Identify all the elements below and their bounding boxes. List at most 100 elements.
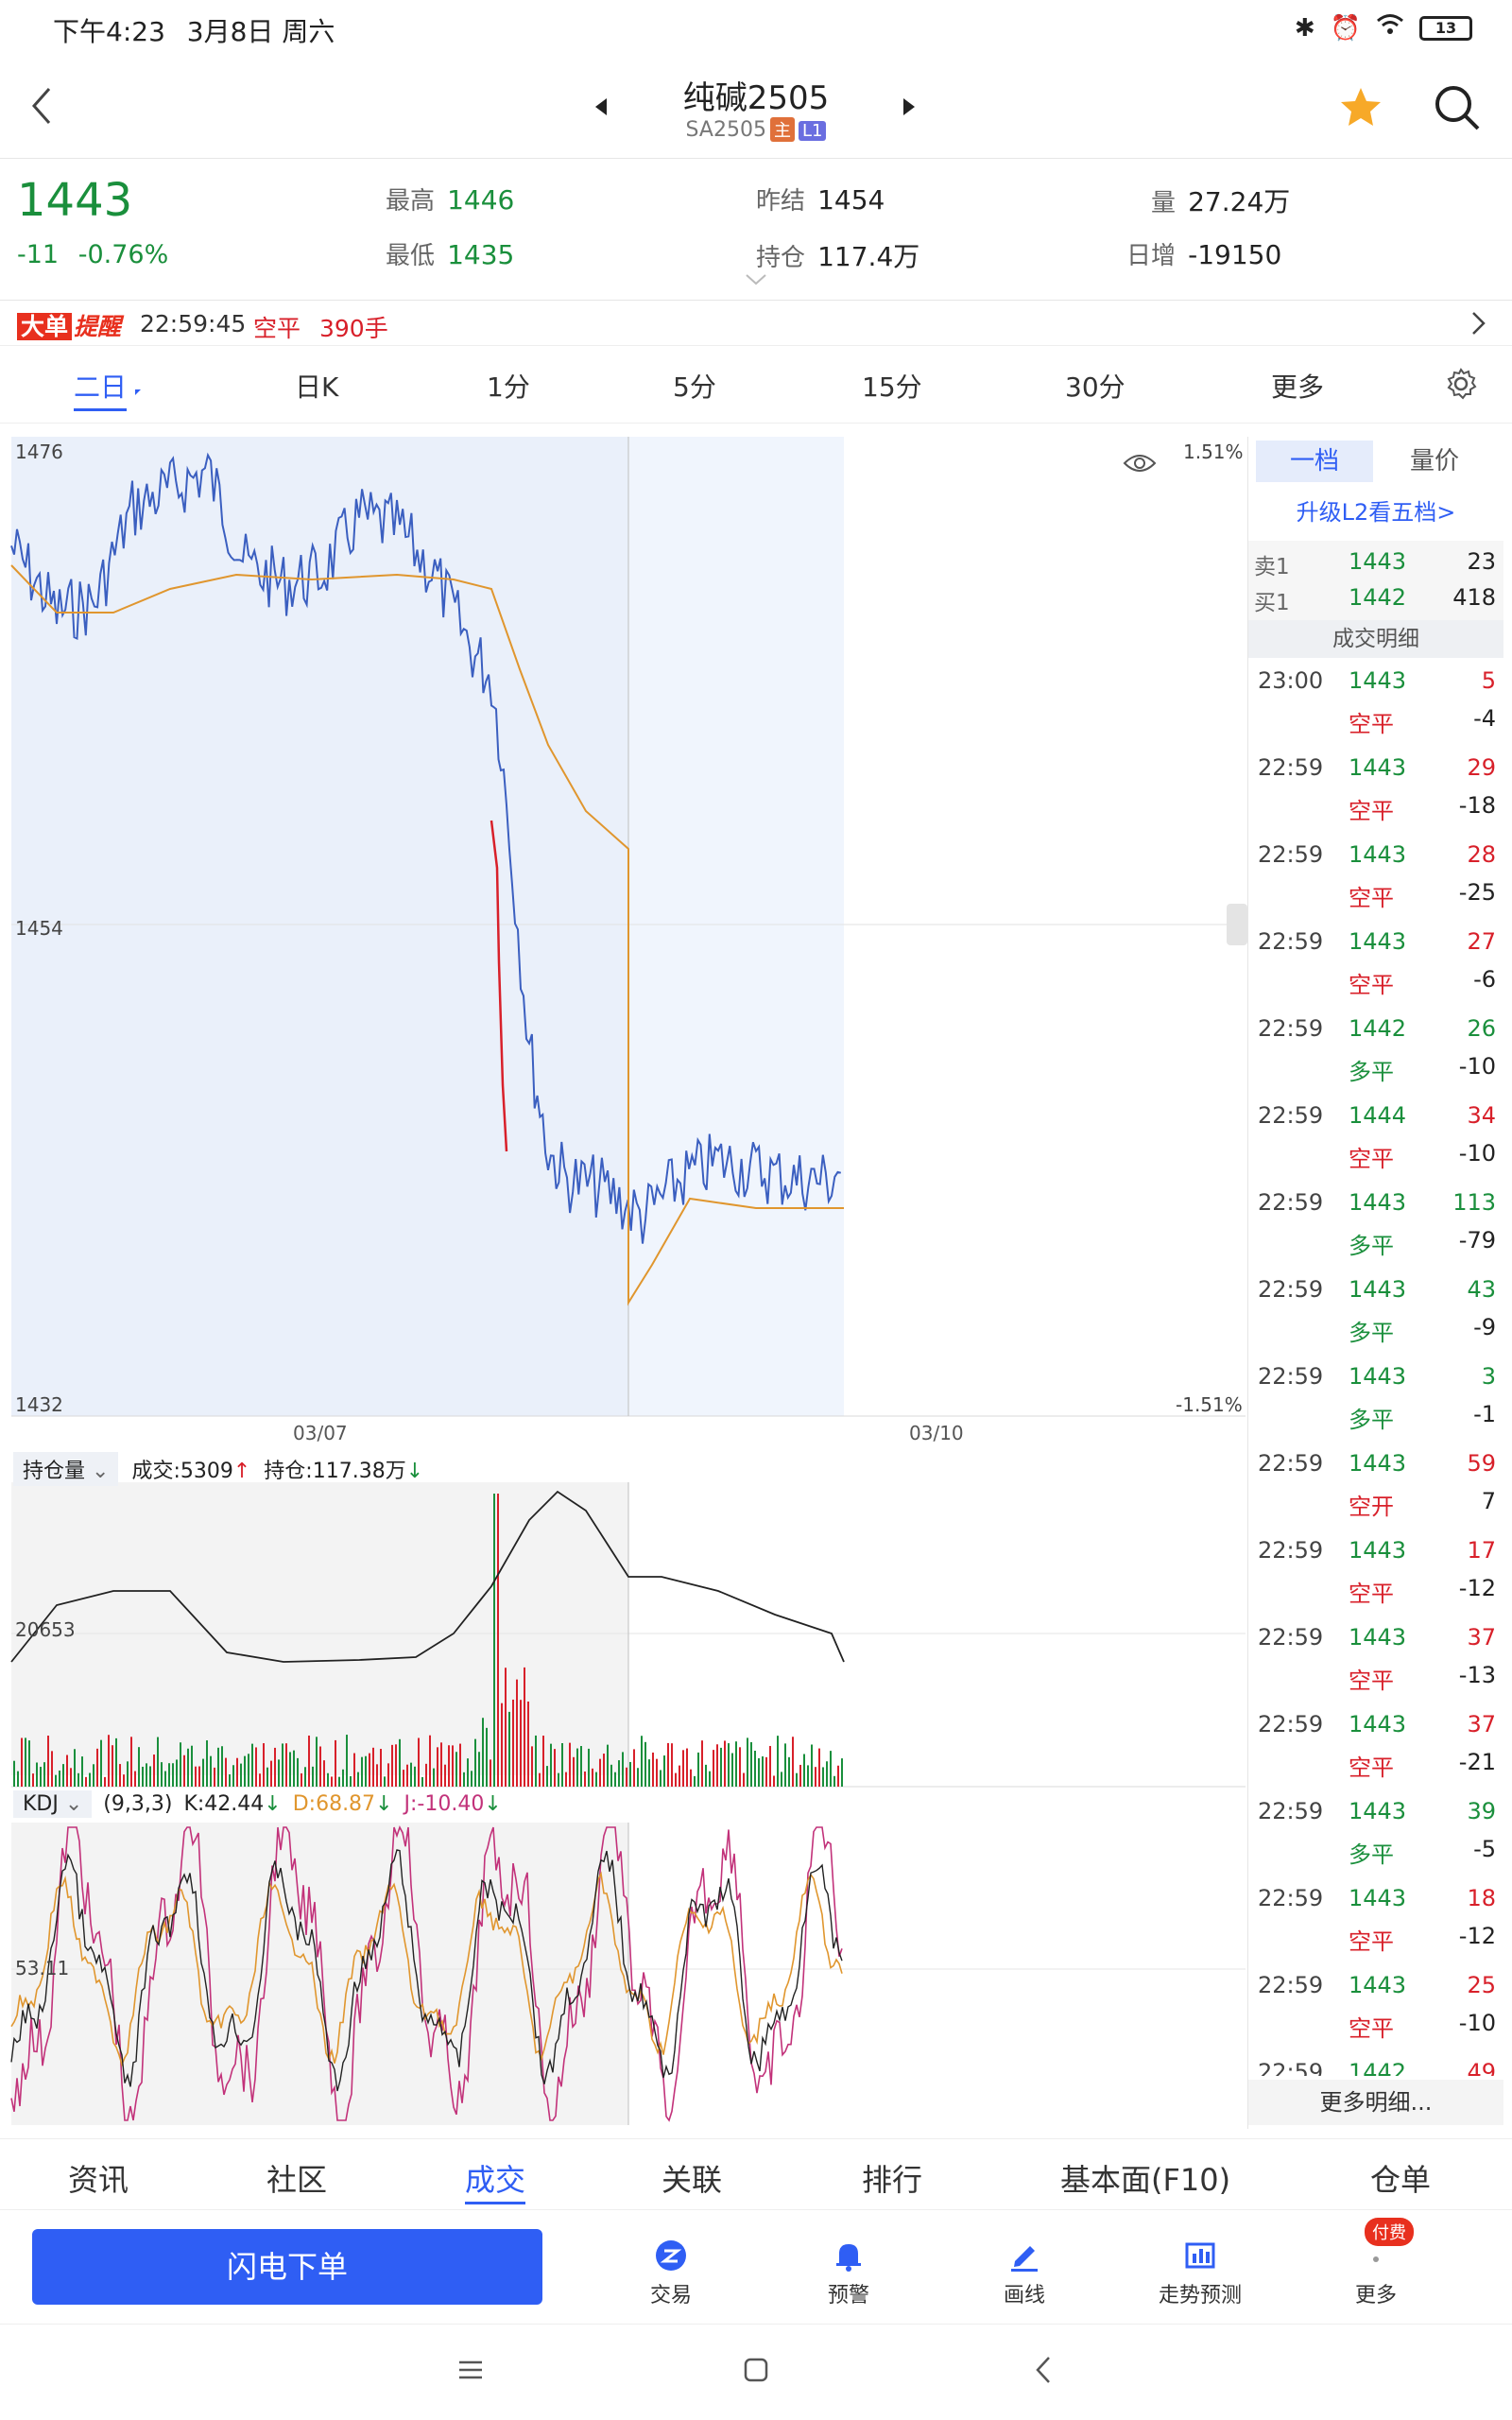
volume-bar	[270, 1760, 272, 1787]
chart-area[interactable]: 1476 1.51% 1454 1432 -1.51% 03/07 03/10 …	[0, 433, 1247, 2125]
volume-bar	[361, 1756, 363, 1787]
volume-bar	[705, 1764, 707, 1787]
trade-button[interactable]: 交易	[614, 2238, 728, 2308]
chart-settings-button[interactable]	[1444, 367, 1478, 405]
oi-selector[interactable]: 持仓量 ⌄	[13, 1452, 119, 1486]
volume-bar	[93, 1764, 94, 1787]
trade-list[interactable]: 23:00 1443 5 空平 -4 22:59 1443 29 空平 -18 22:59 1443 2…	[1248, 658, 1503, 2076]
tab-warehouse[interactable]: 仓单	[1370, 2162, 1432, 2198]
trade-time: 22:59	[1258, 1972, 1324, 1998]
draw-button[interactable]: 画线	[968, 2238, 1081, 2308]
volume-bar	[66, 1754, 68, 1787]
tab-level1[interactable]: 一档	[1256, 441, 1373, 482]
volume-bar	[731, 1753, 733, 1787]
volume-bar	[43, 1762, 45, 1787]
trade-type: 多平	[1349, 1841, 1394, 1868]
more-details-button[interactable]: 更多明细...	[1248, 2080, 1503, 2125]
kdj-selector[interactable]: KDJ ⌄	[13, 1790, 93, 1818]
volume-bar	[172, 1763, 174, 1787]
tab-trades[interactable]: 成交	[465, 2156, 525, 2204]
trade-time: 22:59	[1258, 1276, 1324, 1303]
expand-quote-button[interactable]	[745, 272, 767, 290]
tab-daily-k[interactable]: 日K	[295, 372, 339, 403]
volume-bar	[773, 1775, 775, 1787]
prev-contract-button[interactable]	[593, 96, 609, 121]
oi-header: 持仓量 ⌄ 成交:5309↑ 持仓:117.38万↓	[13, 1452, 423, 1486]
tab-5min[interactable]: 5分	[673, 372, 716, 403]
volume-bar	[459, 1743, 461, 1787]
trade-price: 1443	[1349, 841, 1407, 868]
volume-field: 量 27.24万	[1151, 182, 1290, 219]
tab-community[interactable]: 社区	[266, 2162, 328, 2198]
draw-label: 画线	[1003, 2284, 1045, 2308]
home-nav-button[interactable]	[743, 2357, 769, 2387]
kdj-selector-label: KDJ	[23, 1792, 59, 1816]
bid-price: 1442	[1349, 584, 1407, 611]
tab-two-day[interactable]: 二日	[74, 367, 128, 411]
flash-order-button[interactable]: 闪电下单	[32, 2229, 542, 2305]
volume-bar	[799, 1764, 801, 1787]
tab-related[interactable]: 关联	[662, 2162, 723, 2198]
trade-type: 空平	[1349, 711, 1394, 737]
last-price: 1443	[17, 174, 133, 227]
kdj-k-text: K:42.44	[183, 1792, 265, 1816]
chart-svg[interactable]	[0, 433, 1247, 2125]
alert-button[interactable]: 预警	[792, 2238, 905, 2308]
alert-badge-a: 大单	[17, 313, 73, 340]
tab-fundamentals[interactable]: 基本面(F10)	[1060, 2162, 1231, 2198]
status-icons: ✱ ⏰ 13	[1295, 13, 1472, 43]
tab-ranking[interactable]: 排行	[862, 2162, 923, 2198]
volume-bar	[709, 1771, 711, 1787]
tab-more[interactable]: 更多	[1271, 372, 1325, 403]
volume-bar	[482, 1718, 484, 1787]
prev-settle-label: 昨结	[756, 187, 806, 216]
alert-more-button[interactable]	[1470, 310, 1487, 340]
trade-price: 1443	[1349, 1711, 1407, 1737]
volume-bar	[376, 1764, 378, 1787]
tab-15min[interactable]: 15分	[862, 372, 922, 403]
prev-settle-value: 1454	[817, 184, 885, 216]
volume-bar	[784, 1743, 786, 1787]
main-tag: 主	[769, 117, 795, 142]
volume-bar	[758, 1757, 760, 1787]
volume-bar	[792, 1737, 794, 1787]
trade-icon	[656, 2240, 686, 2271]
tab-30min[interactable]: 30分	[1065, 372, 1125, 403]
eye-icon[interactable]	[1123, 455, 1157, 472]
upgrade-l2-link[interactable]: 升级L2看五档>	[1296, 499, 1456, 526]
trade-volume: 3	[1481, 1363, 1496, 1390]
big-order-alert[interactable]: 大单 提醒 22:59:45 空平 390手	[0, 301, 1512, 346]
kdj-j-value: J:-10.40↓	[404, 1792, 502, 1816]
volume-bar	[682, 1750, 684, 1787]
daily-inc-label: 日增	[1126, 242, 1177, 270]
volume-bar	[701, 1740, 703, 1787]
favorite-button[interactable]	[1338, 85, 1383, 134]
volume-bar	[720, 1747, 722, 1787]
back-button[interactable]	[28, 85, 55, 130]
search-button[interactable]	[1433, 83, 1482, 136]
menu-nav-button[interactable]	[457, 2359, 484, 2385]
more-button[interactable]: 付费 更多	[1319, 2218, 1433, 2308]
volume-bar	[142, 1766, 144, 1787]
trade-price: 1444	[1349, 1102, 1407, 1129]
tab-volume-price[interactable]: 量价	[1409, 447, 1459, 475]
tab-news[interactable]: 资讯	[68, 2162, 129, 2198]
alert-time: 22:59:45	[140, 310, 247, 337]
tab-1min[interactable]: 1分	[487, 372, 530, 403]
panel-toggle-handle[interactable]	[1227, 904, 1247, 945]
status-time: 下午4:23 3月8日 周六	[53, 11, 335, 49]
alert-badge-b: 提醒	[74, 313, 122, 340]
predict-button[interactable]: 走势预测	[1143, 2238, 1257, 2308]
back-nav-button[interactable]	[1034, 2355, 1053, 2389]
wifi-icon	[1376, 13, 1404, 43]
volume-bar	[690, 1769, 692, 1787]
oi-prev-shade	[11, 1482, 628, 1775]
volume-bar	[815, 1767, 816, 1787]
volume-bar	[119, 1764, 121, 1787]
volume-bar	[289, 1752, 291, 1787]
volume-bar	[796, 1772, 798, 1787]
next-contract-button[interactable]	[902, 96, 917, 121]
system-nav-bar	[0, 2324, 1512, 2420]
trade-price: 1443	[1349, 1624, 1407, 1651]
volume-bar	[418, 1737, 420, 1787]
